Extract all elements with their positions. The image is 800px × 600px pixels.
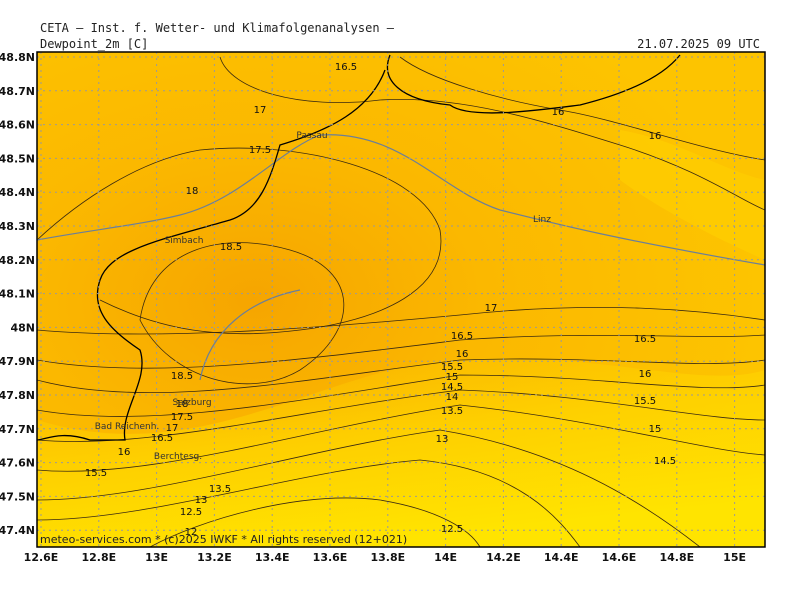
contour-label: 16	[649, 131, 662, 142]
contour-label: 16.5	[451, 331, 473, 342]
contour-label: 13.5	[441, 406, 463, 417]
lon-tick-label: 14E	[434, 551, 457, 564]
contour-label: 15.5	[634, 396, 656, 407]
isolines	[37, 56, 765, 547]
contour-label: 18.5	[220, 242, 242, 253]
contour-label: 17.5	[249, 145, 271, 156]
contour-label: 13	[436, 434, 449, 445]
lon-tick-label: 14.8E	[659, 551, 694, 564]
lat-tick-label: 48.1N	[0, 288, 35, 301]
lat-tick-label: 47.6N	[0, 457, 35, 470]
timestamp: 21.07.2025 09 UTC	[637, 37, 760, 51]
lat-tick-label: 47.4N	[0, 524, 35, 537]
lat-tick-label: 47.7N	[0, 423, 35, 436]
footer: meteo-services.com * (c)2025 IWKF * All …	[40, 533, 407, 546]
lat-tick-label: 47.5N	[0, 490, 35, 503]
contour-label: 14	[446, 392, 459, 403]
contour-label: 16	[552, 107, 565, 118]
contour-label: 15	[446, 372, 459, 383]
contour-label: 18	[186, 186, 199, 197]
contour-label: 18.5	[171, 371, 193, 382]
header: CETA — Inst. f. Wetter- und Klimafolgena…	[40, 21, 395, 35]
contour-label: 16.5	[151, 433, 173, 444]
lat-tick-label: 48.6N	[0, 119, 35, 132]
lat-tick-label: 48.8N	[0, 51, 35, 64]
contour-label: 13.5	[209, 484, 231, 495]
lat-tick-label: 48N	[10, 321, 35, 334]
city-label: Linz	[533, 215, 551, 225]
contour-label: 16	[639, 369, 652, 380]
contour-label: 13	[195, 495, 208, 506]
contour-label: 18	[176, 399, 189, 410]
city-label: Bad Reichenh.	[95, 422, 160, 432]
contour-label: 16	[118, 447, 131, 458]
lon-tick-label: 14.2E	[486, 551, 521, 564]
contour-label: 16.5	[634, 334, 656, 345]
lat-tick-label: 47.8N	[0, 389, 35, 402]
graticule	[37, 52, 765, 547]
lon-tick-label: 12.8E	[81, 551, 116, 564]
lat-tick-label: 47.9N	[0, 355, 35, 368]
contour-label: 17	[254, 105, 267, 116]
city-label: Salzburg	[172, 398, 211, 408]
contour-label: 15	[649, 424, 662, 435]
city-label: Simbach	[165, 236, 204, 246]
contour-label: 12.5	[441, 524, 463, 535]
contour-label: 12	[185, 527, 198, 538]
lon-tick-label: 13.8E	[370, 551, 405, 564]
lon-tick-label: 13.4E	[255, 551, 290, 564]
dry-area	[620, 130, 765, 260]
map-title: Dewpoint_2m [C]	[40, 37, 148, 51]
contour-label: 15.5	[85, 468, 107, 479]
rivers	[37, 134, 765, 381]
lon-tick-label: 12.6E	[24, 551, 59, 564]
lon-tick-label: 13.2E	[197, 551, 232, 564]
contour-label: 14.5	[654, 456, 676, 467]
lat-tick-label: 48.4N	[0, 186, 35, 199]
lon-tick-label: 14.6E	[602, 551, 637, 564]
contour-label: 15.5	[441, 362, 463, 373]
city-label: Passau	[296, 131, 327, 141]
lon-tick-label: 13E	[145, 551, 168, 564]
contour-label: 14.5	[441, 382, 463, 393]
ticks: 48.8N 48.7N 48.6N 48.5N 48.4N 48.3N 48.2N 48.1N…	[0, 51, 746, 564]
contour-label: 16	[456, 349, 469, 360]
contour-label: 17.5	[171, 412, 193, 423]
contour-label: 17	[485, 303, 498, 314]
contour-label: 17	[166, 423, 179, 434]
lat-tick-label: 48.7N	[0, 85, 35, 98]
city-label: Berchtesg.	[154, 452, 202, 462]
lat-tick-label: 48.3N	[0, 220, 35, 233]
lat-tick-label: 48.5N	[0, 152, 35, 165]
borders	[37, 54, 681, 441]
lon-tick-label: 14.4E	[544, 551, 579, 564]
contour-label: 12.5	[180, 507, 202, 518]
lon-tick-label: 13.6E	[313, 551, 348, 564]
lon-tick-label: 15E	[723, 551, 746, 564]
contour-label: 16.5	[335, 62, 357, 73]
frame	[36, 51, 766, 548]
lat-tick-label: 48.2N	[0, 254, 35, 267]
dry-area	[37, 358, 765, 547]
